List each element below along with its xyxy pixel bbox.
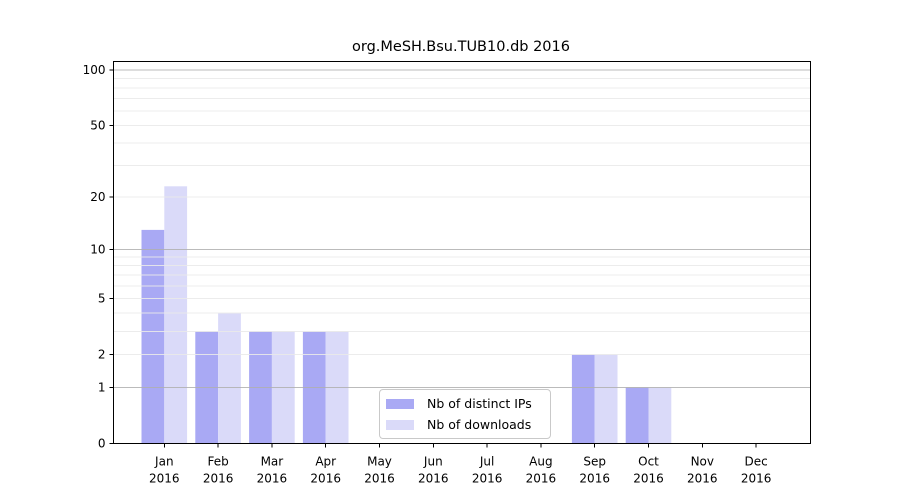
x-tick-label-month-oct: Oct (638, 455, 659, 469)
x-tick-label-month-dec: Dec (744, 455, 767, 469)
y-tick-label-5: 5 (98, 292, 106, 306)
bar-downloads-feb (218, 313, 241, 444)
y-tick-label-20: 20 (90, 190, 105, 204)
x-tick-label-year-oct: 2016 (633, 472, 664, 486)
legend-label-downloads: Nb of downloads (427, 417, 532, 432)
legend: Nb of distinct IPs Nb of downloads (379, 389, 551, 439)
legend-item-downloads: Nb of downloads (386, 416, 544, 433)
y-tick-label-0: 0 (98, 437, 106, 451)
x-tick-label-month-nov: Nov (691, 455, 714, 469)
y-tick-label-1: 1 (98, 380, 106, 394)
legend-swatch-downloads (386, 419, 414, 430)
bar-downloads-sep (594, 354, 618, 444)
x-tick-label-year-aug: 2016 (526, 472, 557, 486)
x-tick-label-year-dec: 2016 (741, 472, 772, 486)
legend-swatch-distinct-ips (386, 398, 414, 409)
x-tick-label-month-jun: Jun (423, 455, 443, 469)
grid-layer (113, 69, 811, 388)
x-tick-label-month-may: May (367, 455, 392, 469)
x-tick-label-month-sep: Sep (583, 455, 606, 469)
bar-distinct-ips-sep (571, 354, 595, 444)
legend-label-distinct-ips: Nb of distinct IPs (427, 396, 532, 411)
x-tick-label-month-aug: Aug (529, 455, 552, 469)
x-tick-label-year-mar: 2016 (257, 472, 288, 486)
x-tick-label-month-apr: Apr (315, 455, 336, 469)
x-tick-label-year-apr: 2016 (310, 472, 341, 486)
bar-downloads-oct (648, 387, 672, 444)
x-tick-label-year-jul: 2016 (472, 472, 503, 486)
x-tick-label-year-jan: 2016 (149, 472, 180, 486)
y-tick-label-10: 10 (90, 242, 105, 256)
x-tick-label-year-sep: 2016 (579, 472, 610, 486)
legend-item-distinct-ips: Nb of distinct IPs (386, 395, 544, 412)
bar-downloads-jan (164, 186, 188, 444)
ticks-layer: 0 1 2 5 10 20 50 100 Jan 2016 Feb 2016 Mar 2016 Apr 201… (83, 63, 772, 486)
bar-distinct-ips-jan (141, 229, 165, 444)
y-tick-label-100: 100 (83, 63, 106, 77)
x-tick-label-month-feb: Feb (207, 455, 228, 469)
bar-distinct-ips-oct (625, 387, 649, 444)
x-tick-label-month-jan: Jan (154, 455, 174, 469)
chart-title: org.MeSH.Bsu.TUB10.db 2016 (352, 39, 570, 55)
x-tick-label-year-may: 2016 (364, 472, 395, 486)
y-tick-label-2: 2 (98, 348, 106, 362)
x-tick-label-month-mar: Mar (261, 455, 284, 469)
y-tick-label-50: 50 (90, 118, 105, 132)
axes-layer (113, 61, 811, 444)
x-tick-label-year-feb: 2016 (203, 472, 234, 486)
x-tick-label-year-nov: 2016 (687, 472, 718, 486)
x-tick-label-month-jul: Jul (479, 455, 494, 469)
plot-border (113, 61, 811, 444)
x-tick-label-year-jun: 2016 (418, 472, 449, 486)
